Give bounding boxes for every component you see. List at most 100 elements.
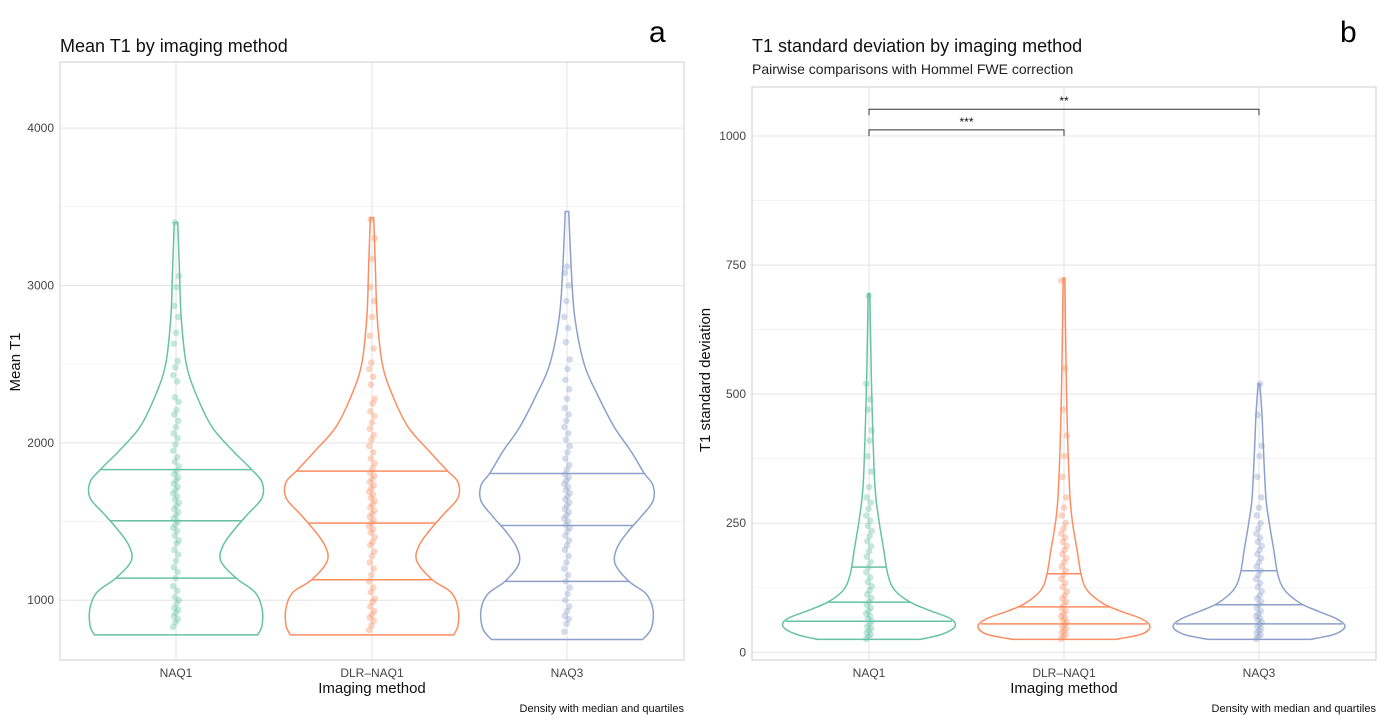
panel-b-violin-naq3	[1172, 380, 1346, 643]
data-point	[565, 508, 572, 516]
panel-a-caption: Density with median and quartiles	[520, 703, 685, 715]
data-point	[369, 584, 377, 591]
data-point	[368, 485, 375, 492]
data-point	[367, 541, 374, 549]
data-point	[366, 614, 374, 621]
panel-b-title: T1 standard deviation by imaging method	[752, 36, 1082, 56]
data-point	[865, 483, 873, 491]
data-point	[370, 565, 377, 573]
panel-a-title: Mean T1 by imaging method	[60, 36, 288, 56]
data-point	[370, 482, 377, 489]
panel-a-x-tick-label: NAQ3	[551, 666, 584, 680]
data-point	[171, 532, 179, 539]
data-point	[1253, 604, 1261, 612]
data-point	[866, 620, 873, 628]
data-point	[1057, 575, 1065, 583]
data-point	[1061, 365, 1069, 372]
violin-outline	[283, 217, 461, 636]
data-point	[368, 622, 375, 629]
significance-bracket: **	[868, 94, 1260, 116]
data-point	[565, 552, 572, 560]
data-point	[367, 455, 375, 462]
data-point	[365, 522, 373, 530]
data-point	[1252, 575, 1260, 583]
data-point	[1060, 627, 1068, 634]
data-point	[1057, 612, 1065, 620]
data-point	[562, 532, 569, 539]
data-point	[562, 455, 569, 462]
data-point	[370, 412, 378, 420]
data-point	[171, 302, 178, 310]
data-point	[560, 423, 568, 431]
data-point	[1258, 542, 1266, 550]
data-point	[368, 510, 376, 517]
data-point	[563, 620, 570, 628]
panel-b-x-tick-label: NAQ3	[1243, 666, 1276, 680]
data-point	[1254, 550, 1261, 558]
data-point	[365, 626, 373, 634]
data-point	[171, 393, 179, 401]
data-point	[370, 472, 378, 480]
panel-a-violin-dlr-naq1	[283, 216, 461, 636]
significance-label: **	[1059, 94, 1069, 108]
data-point	[564, 527, 571, 535]
data-point	[1255, 633, 1262, 641]
data-point	[170, 340, 178, 347]
data-point	[1256, 579, 1264, 587]
violin-outline	[87, 221, 265, 636]
data-point	[174, 551, 182, 558]
data-point	[564, 448, 571, 456]
data-point	[1060, 504, 1068, 512]
panel-b-x-tick-label: NAQ1	[853, 666, 886, 680]
data-point	[560, 565, 568, 573]
data-point	[173, 493, 181, 500]
data-point	[367, 589, 375, 596]
data-point	[565, 386, 573, 393]
data-point	[1256, 452, 1263, 460]
data-point	[172, 618, 179, 626]
data-point	[1059, 550, 1066, 558]
data-point	[867, 499, 874, 506]
data-point	[172, 486, 179, 494]
data-point	[562, 436, 570, 443]
data-point	[1254, 583, 1262, 591]
data-point	[175, 398, 183, 406]
data-point	[566, 489, 574, 497]
data-point	[866, 612, 874, 620]
data-point	[565, 537, 573, 544]
data-point	[1062, 598, 1070, 605]
panel-b-violin-dlr-naq1	[977, 277, 1151, 643]
data-point	[863, 629, 871, 636]
data-point	[1254, 616, 1262, 624]
panel-a-x-tick-label: DLR–NAQ1	[340, 666, 404, 680]
data-point	[174, 568, 181, 576]
data-point	[1253, 512, 1261, 519]
panel-b-violin-naq1	[781, 292, 957, 643]
data-point	[171, 458, 179, 466]
data-point	[864, 615, 872, 623]
data-point	[368, 419, 376, 426]
data-point	[368, 552, 376, 560]
data-point	[562, 486, 570, 494]
data-point	[565, 282, 572, 289]
data-point	[560, 480, 568, 488]
data-point	[862, 610, 870, 617]
data-point	[172, 363, 179, 371]
data-point	[1062, 607, 1069, 615]
panel-a-y-tick-label: 1000	[27, 593, 54, 607]
data-point	[1255, 504, 1263, 512]
panel-a-x-axis-title: Imaging method	[318, 680, 426, 697]
data-point	[1253, 563, 1261, 570]
data-point	[1061, 614, 1069, 622]
data-point	[863, 601, 871, 609]
data-point	[865, 633, 872, 641]
data-point	[862, 568, 870, 576]
data-point	[174, 518, 181, 525]
data-point	[169, 489, 177, 497]
data-point	[175, 596, 183, 604]
data-point	[564, 590, 571, 598]
data-point	[172, 521, 179, 528]
data-point	[865, 548, 873, 555]
